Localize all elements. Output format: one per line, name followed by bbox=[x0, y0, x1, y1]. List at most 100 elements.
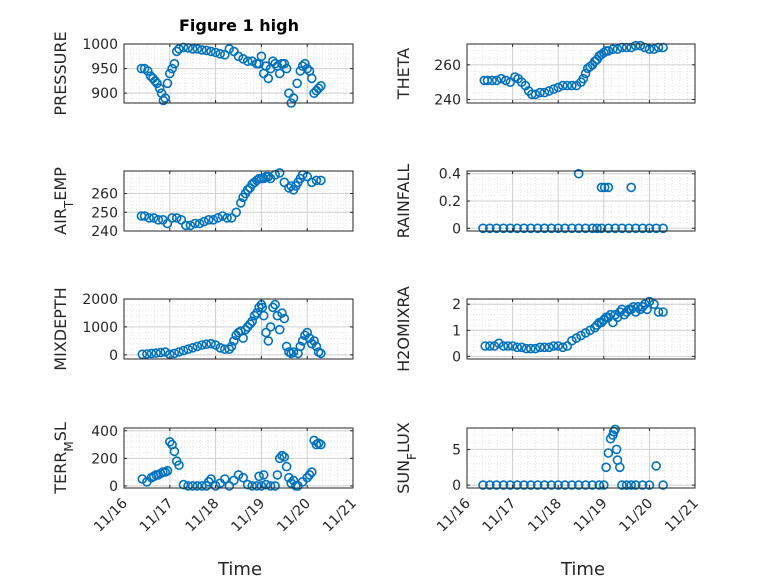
data-point bbox=[553, 223, 564, 234]
data-point bbox=[254, 471, 264, 482]
data-point bbox=[162, 218, 173, 229]
data-point bbox=[215, 342, 225, 353]
subplot-h2omixra: 0 1 2 H2OMIXRA bbox=[394, 286, 696, 372]
data-point bbox=[261, 61, 271, 71]
data-point bbox=[229, 336, 239, 346]
data-point bbox=[217, 211, 228, 221]
data-point bbox=[197, 481, 207, 491]
data-point bbox=[624, 223, 634, 234]
data-series bbox=[136, 168, 326, 231]
data-point bbox=[482, 75, 493, 86]
data-point bbox=[580, 223, 591, 234]
data-point bbox=[630, 40, 641, 51]
data-point bbox=[302, 327, 313, 338]
data-point bbox=[215, 48, 225, 59]
data-point bbox=[553, 82, 564, 93]
data-point bbox=[210, 47, 221, 58]
axes-box bbox=[466, 298, 696, 360]
data-point bbox=[598, 315, 609, 325]
data-series bbox=[137, 435, 326, 491]
data-point bbox=[258, 173, 269, 184]
data-point bbox=[598, 47, 609, 58]
data-point bbox=[187, 44, 198, 54]
data-point bbox=[525, 223, 536, 234]
data-point bbox=[206, 474, 216, 484]
data-point bbox=[169, 446, 180, 457]
data-point bbox=[165, 68, 175, 79]
subplot-air-temp: 240 250 260 AIRTEMP bbox=[51, 167, 354, 240]
data-point bbox=[539, 87, 550, 98]
data-point bbox=[610, 223, 621, 234]
data-point bbox=[603, 448, 614, 458]
data-point bbox=[233, 51, 244, 62]
data-point bbox=[158, 95, 169, 106]
figure-title: Figure 1 high bbox=[179, 16, 299, 35]
y-axis-label: H2OMIXRA bbox=[394, 286, 413, 372]
data-point bbox=[548, 84, 559, 94]
data-point bbox=[594, 480, 605, 490]
data-point bbox=[174, 347, 184, 357]
data-point bbox=[498, 341, 509, 351]
data-point bbox=[651, 461, 662, 471]
data-point bbox=[598, 480, 609, 490]
y-tick-label: 0 bbox=[109, 348, 118, 364]
data-point bbox=[637, 480, 648, 490]
data-point bbox=[169, 348, 180, 359]
data-series bbox=[479, 40, 668, 100]
axes-box bbox=[466, 427, 696, 489]
subplot-rainfall: 0 0.2 0.4 RAINFALL bbox=[394, 164, 696, 238]
data-point bbox=[478, 480, 488, 490]
data-point bbox=[535, 87, 545, 98]
data-point bbox=[272, 470, 283, 480]
y-tick-label: 2000 bbox=[82, 292, 118, 308]
data-point bbox=[270, 481, 280, 491]
data-point bbox=[238, 333, 248, 343]
data-point bbox=[573, 223, 584, 234]
data-point bbox=[498, 223, 509, 234]
data-point bbox=[309, 336, 319, 346]
data-point bbox=[649, 44, 659, 55]
data-point bbox=[592, 223, 602, 234]
data-point bbox=[487, 75, 497, 86]
data-point bbox=[274, 68, 285, 79]
data-point bbox=[226, 213, 237, 223]
data-point bbox=[525, 343, 536, 354]
data-point bbox=[596, 223, 607, 234]
data-point bbox=[306, 73, 317, 84]
data-point bbox=[557, 80, 568, 91]
data-point bbox=[601, 462, 611, 473]
data-point bbox=[603, 46, 614, 56]
y-tick-label: 0 bbox=[452, 221, 461, 237]
data-point bbox=[578, 73, 589, 84]
data-point bbox=[617, 480, 627, 490]
data-point bbox=[300, 58, 310, 69]
data-point bbox=[274, 453, 285, 464]
data-point bbox=[608, 44, 618, 55]
x-axis-label-right: Time bbox=[560, 559, 605, 580]
data-point bbox=[224, 44, 235, 54]
data-point bbox=[539, 480, 550, 490]
data-series bbox=[480, 296, 668, 354]
data-point bbox=[187, 481, 198, 491]
subplot-theta: 240 260 THETA bbox=[394, 40, 696, 109]
data-point bbox=[192, 341, 203, 352]
data-point bbox=[236, 198, 246, 208]
data-point bbox=[626, 182, 637, 193]
data-point bbox=[258, 470, 269, 480]
data-point bbox=[519, 223, 529, 234]
data-point bbox=[507, 341, 518, 351]
data-point bbox=[153, 215, 164, 225]
data-point bbox=[185, 220, 196, 231]
data-point bbox=[658, 307, 668, 317]
data-point bbox=[199, 216, 209, 227]
data-point bbox=[626, 480, 637, 490]
data-point bbox=[238, 472, 248, 483]
y-tick-label: 260 bbox=[91, 187, 118, 203]
data-point bbox=[480, 341, 491, 351]
data-point bbox=[557, 342, 568, 353]
y-tick-label: 200 bbox=[91, 451, 118, 467]
data-point bbox=[146, 348, 157, 359]
data-point bbox=[183, 344, 193, 355]
data-point bbox=[254, 302, 264, 313]
data-point bbox=[630, 223, 641, 234]
